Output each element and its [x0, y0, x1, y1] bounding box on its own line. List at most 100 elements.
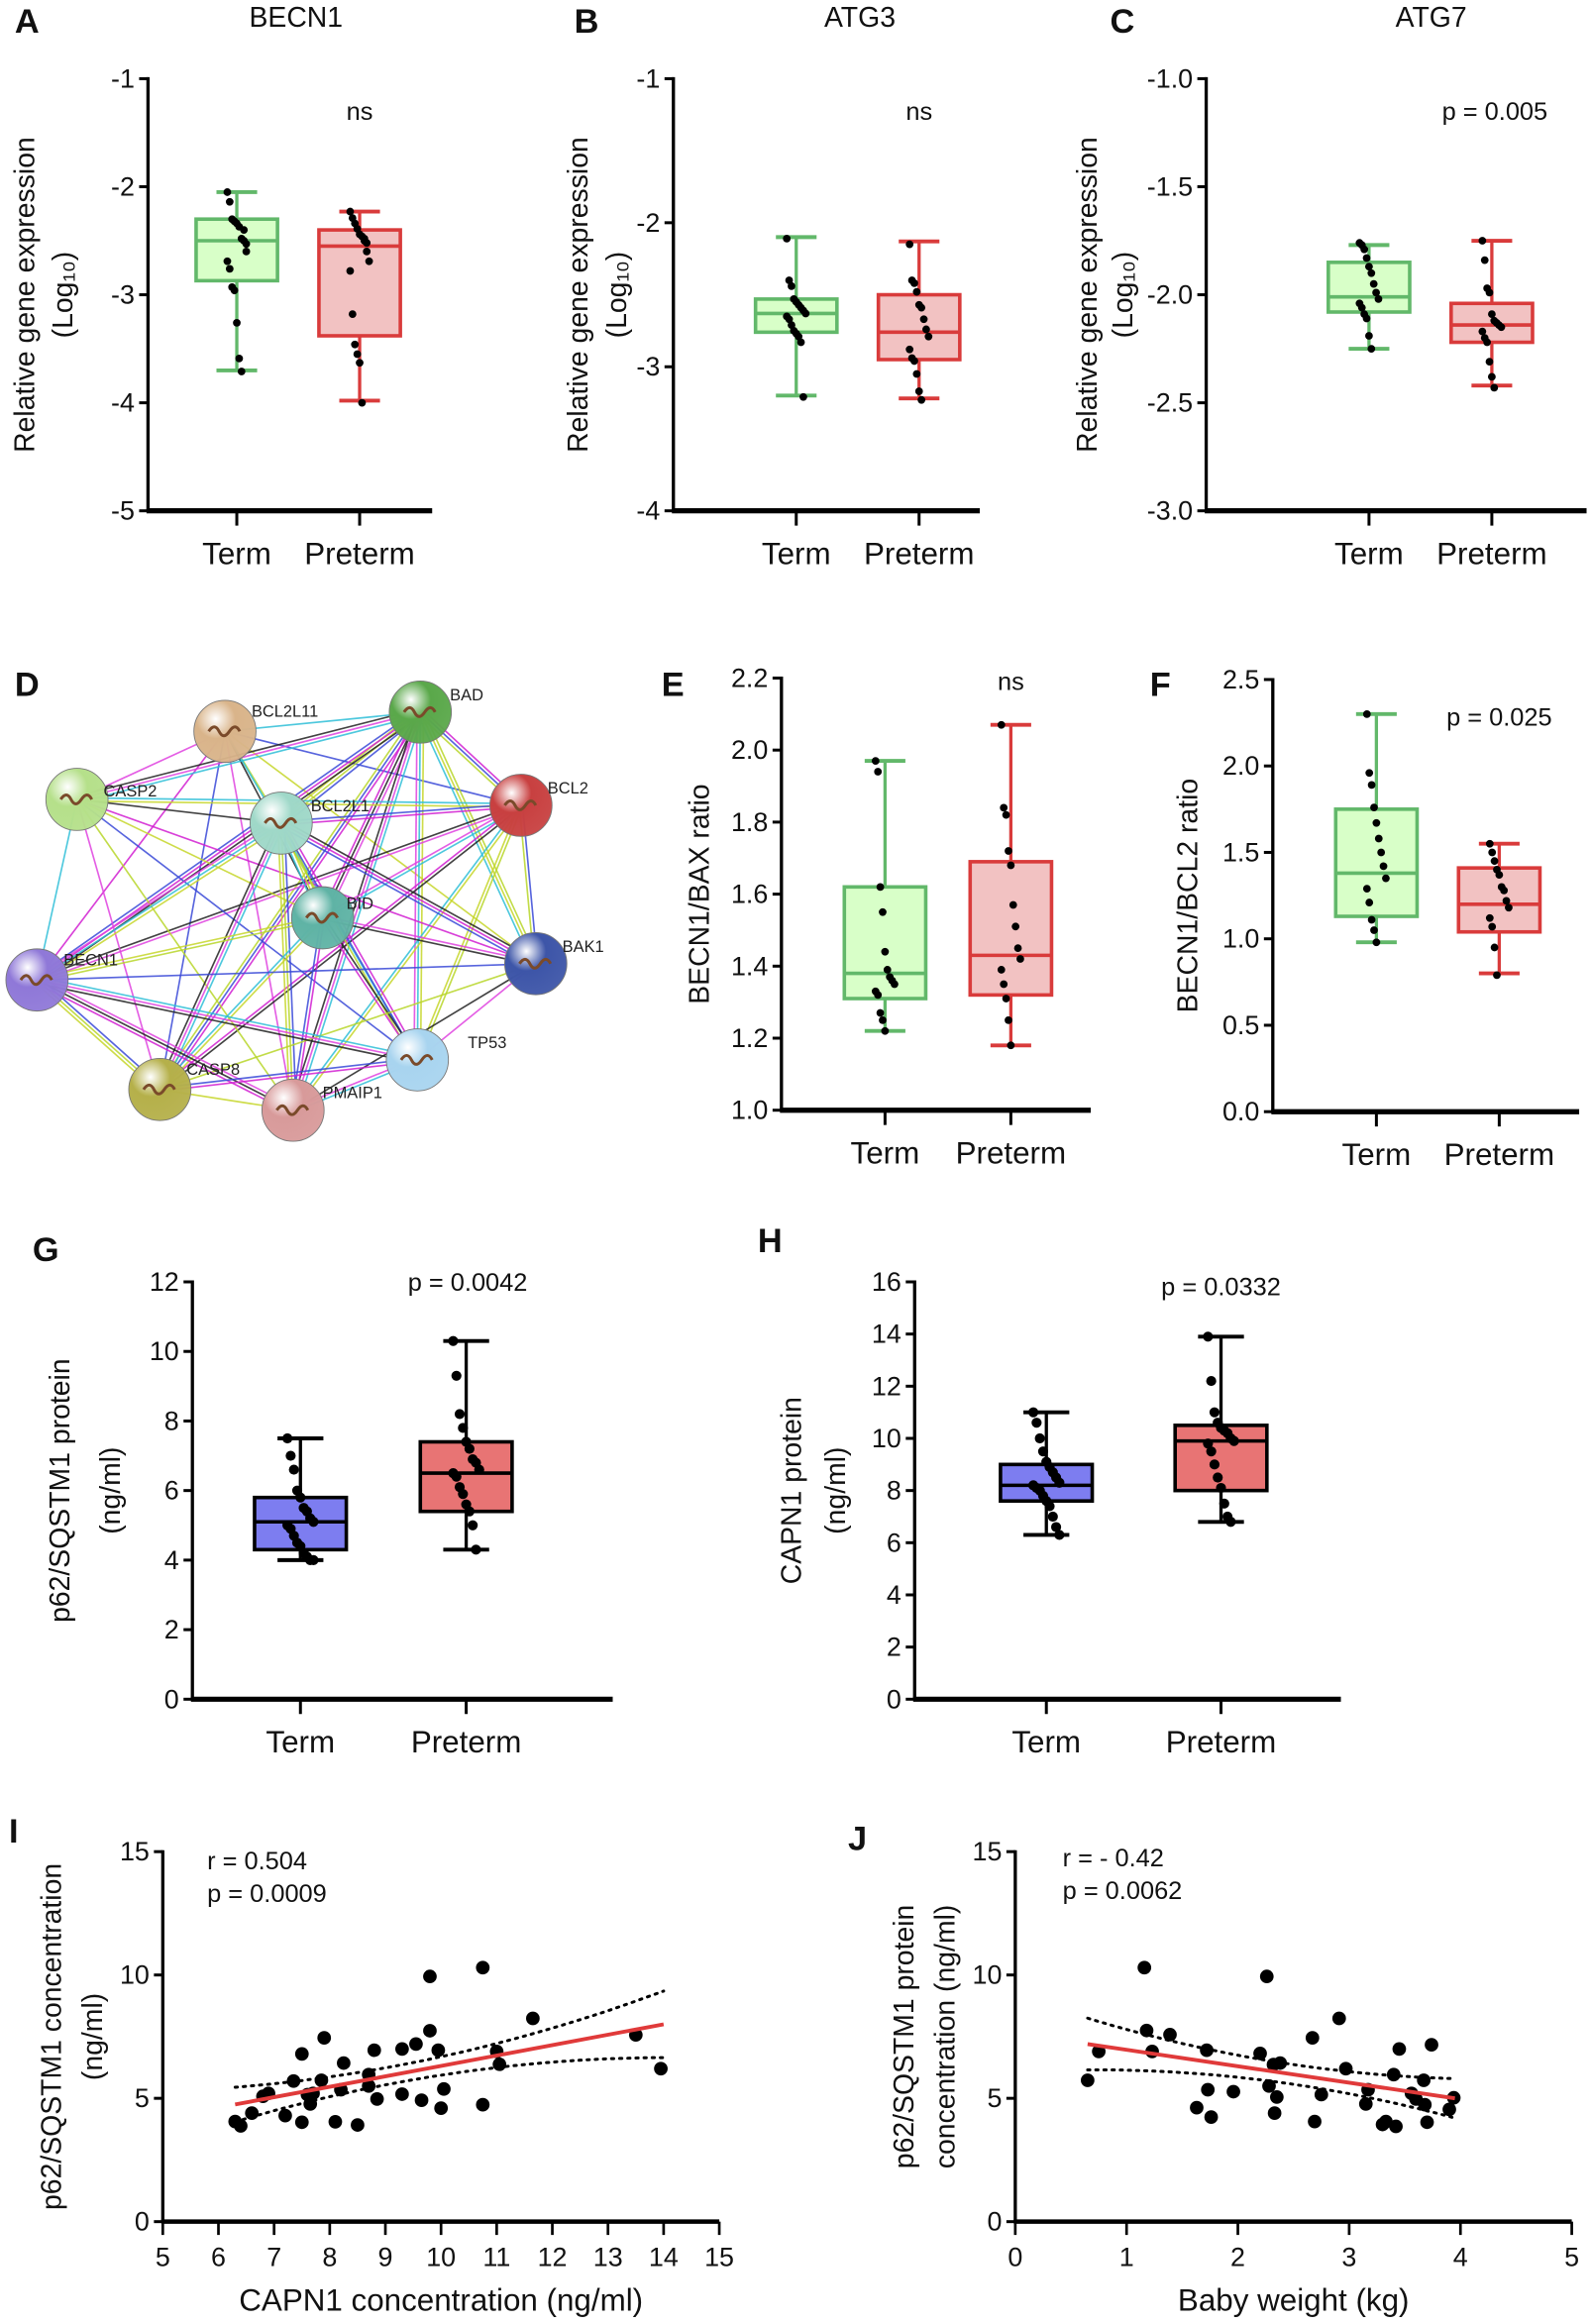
- node-label: PMAIP1: [323, 1085, 382, 1103]
- x-tick-label: 5: [156, 2242, 170, 2271]
- x-category-label: Preterm: [1444, 1137, 1555, 1172]
- y-tick-label: 10: [872, 1424, 902, 1453]
- data-point: [1425, 2038, 1438, 2053]
- box-term: [1333, 709, 1420, 947]
- data-point: [1253, 2046, 1267, 2060]
- data-point: [1362, 314, 1371, 323]
- network-edge: [418, 805, 524, 1061]
- significance-label: p = 0.005: [1442, 98, 1548, 126]
- protein-structure-icon: [305, 911, 339, 924]
- y-tick-label: 6: [164, 1476, 179, 1506]
- x-category-label: Term: [1342, 1137, 1412, 1172]
- data-point: [874, 768, 883, 776]
- stat-annotation: r = 0.504: [207, 1848, 307, 1875]
- data-point: [1497, 323, 1506, 332]
- y-tick-label: 2.0: [1222, 751, 1259, 781]
- network-edge: [416, 711, 422, 1060]
- y-tick-label: -3.0: [1147, 496, 1193, 526]
- stat-annotation: r = - 0.42: [1063, 1845, 1164, 1872]
- data-point: [1490, 943, 1499, 952]
- data-point: [1490, 857, 1499, 866]
- x-category-label: Term: [851, 1135, 920, 1170]
- y-tick-label: 12: [150, 1267, 179, 1297]
- data-point: [876, 1008, 885, 1017]
- data-point: [881, 1026, 890, 1035]
- data-point: [395, 2042, 409, 2057]
- y-tick-label: -1: [111, 63, 135, 93]
- box-preterm: [317, 207, 402, 407]
- data-point: [1000, 803, 1008, 812]
- data-point: [1389, 2119, 1403, 2134]
- box-iqr: [842, 885, 928, 1001]
- network-edge: [276, 822, 291, 1110]
- data-point: [1005, 1015, 1012, 1024]
- x-axis-label: CAPN1 concentration (ng/ml): [239, 2282, 643, 2317]
- data-point: [1485, 358, 1494, 367]
- data-point: [871, 757, 880, 765]
- data-point: [1338, 2061, 1353, 2076]
- data-point: [492, 2057, 507, 2071]
- network-edge: [159, 1057, 418, 1089]
- y-tick-label: 14: [872, 1320, 902, 1349]
- data-point: [1367, 345, 1376, 353]
- data-point: [474, 1464, 484, 1475]
- data-point: [1488, 922, 1497, 931]
- network-edge: [35, 982, 292, 1114]
- data-point: [1488, 848, 1497, 857]
- data-point: [785, 276, 794, 284]
- data-point: [1204, 2110, 1219, 2124]
- data-point: [997, 966, 1006, 974]
- data-point: [225, 264, 234, 273]
- network-edge: [34, 708, 419, 979]
- network-edge: [36, 915, 323, 980]
- data-point: [451, 1471, 462, 1482]
- data-point: [240, 226, 249, 234]
- network-node-bcl2: BCL2: [489, 774, 588, 837]
- data-point: [1002, 810, 1010, 819]
- box-preterm: [1173, 1331, 1269, 1528]
- y-tick-label: 0.5: [1222, 1010, 1259, 1040]
- data-point: [225, 197, 234, 206]
- data-point: [423, 2024, 437, 2038]
- data-point: [912, 370, 921, 378]
- network-edge: [280, 822, 537, 965]
- box-term: [1326, 239, 1412, 353]
- data-point: [1209, 1407, 1220, 1418]
- data-point: [464, 1443, 475, 1454]
- network-edge: [422, 710, 540, 963]
- data-point: [1203, 1438, 1214, 1449]
- data-point: [1209, 1459, 1220, 1470]
- data-point: [337, 2056, 351, 2070]
- panel-letter-a: A: [15, 3, 40, 41]
- y-tick-label: -3: [636, 352, 660, 381]
- panel-letter-g: G: [33, 1231, 59, 1269]
- data-point: [1219, 1498, 1229, 1509]
- data-point: [1081, 2073, 1095, 2087]
- data-point: [1365, 769, 1374, 778]
- data-point: [1500, 886, 1509, 895]
- x-category-label: Term: [265, 1725, 335, 1759]
- significance-label: ns: [347, 98, 373, 126]
- data-point: [1308, 2114, 1322, 2129]
- network-edge: [280, 822, 294, 1110]
- y-tick-label: 1.0: [731, 1096, 768, 1125]
- y-tick-label: 0: [135, 2207, 150, 2237]
- data-point: [1483, 338, 1492, 347]
- x-category-label: Term: [762, 536, 831, 571]
- box-term: [842, 757, 928, 1035]
- network-edges: [34, 707, 540, 1114]
- x-tick-label: 7: [266, 2242, 281, 2271]
- network-node-bak1: BAK1: [503, 931, 604, 996]
- data-point: [233, 319, 241, 327]
- data-point: [458, 1489, 469, 1500]
- data-point: [1374, 834, 1383, 843]
- y-axis-label: (ng/ml): [820, 1447, 852, 1534]
- network-edge: [37, 979, 418, 1061]
- x-tick-label: 10: [426, 2242, 456, 2271]
- network-node-becn1: BECN1: [5, 948, 118, 1012]
- data-point: [1392, 2042, 1407, 2057]
- stat-annotation: p = 0.0062: [1063, 1877, 1183, 1905]
- data-point: [295, 1492, 306, 1503]
- network-edge: [36, 802, 521, 980]
